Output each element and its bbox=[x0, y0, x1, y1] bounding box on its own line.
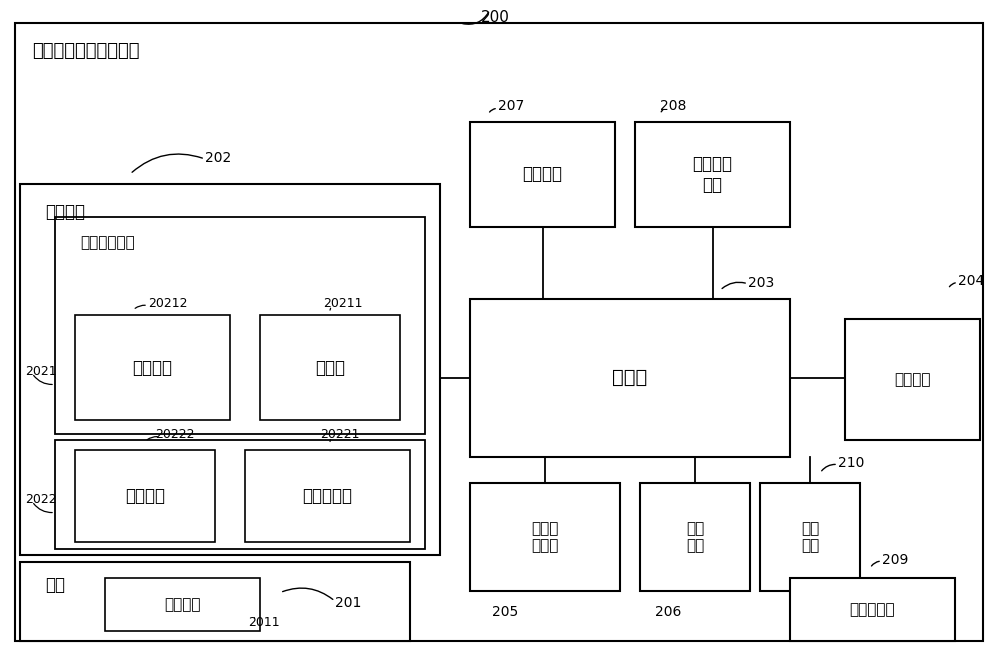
Text: 202: 202 bbox=[205, 150, 231, 165]
Text: 209: 209 bbox=[882, 553, 908, 567]
Text: 通信接口: 通信接口 bbox=[894, 372, 931, 387]
Text: 20221: 20221 bbox=[320, 428, 360, 442]
Text: 结果显示
模块: 结果显示 模块 bbox=[692, 154, 732, 194]
Bar bbox=[55, 440, 425, 549]
Text: 装置二维码: 装置二维码 bbox=[850, 602, 895, 617]
Bar bbox=[845, 319, 980, 440]
Text: 203: 203 bbox=[748, 275, 774, 290]
Bar bbox=[55, 217, 425, 434]
Text: 20222: 20222 bbox=[155, 428, 194, 442]
Text: 20212: 20212 bbox=[148, 297, 188, 310]
Text: 204: 204 bbox=[958, 274, 984, 288]
Bar bbox=[470, 299, 790, 457]
Bar bbox=[760, 483, 860, 591]
Bar bbox=[470, 483, 620, 591]
Text: 处理器: 处理器 bbox=[612, 369, 648, 387]
Bar bbox=[640, 483, 750, 591]
Text: 2011: 2011 bbox=[248, 616, 280, 629]
Text: 207: 207 bbox=[498, 99, 524, 114]
Text: 抗原抗体检测筛查装置: 抗原抗体检测筛查装置 bbox=[32, 42, 140, 60]
Text: 201: 201 bbox=[335, 596, 361, 610]
Text: 激发光源: 激发光源 bbox=[125, 487, 165, 505]
Text: 2021: 2021 bbox=[25, 365, 57, 378]
Text: 200: 200 bbox=[481, 10, 509, 25]
Text: 光电探测器: 光电探测器 bbox=[302, 487, 352, 505]
Text: 第一获取模组: 第一获取模组 bbox=[80, 236, 135, 250]
Text: 照明光源: 照明光源 bbox=[132, 359, 173, 377]
Text: 第二
开关: 第二 开关 bbox=[801, 521, 819, 553]
Bar bbox=[245, 450, 410, 542]
Text: 存储
模块: 存储 模块 bbox=[686, 521, 704, 553]
Bar bbox=[260, 315, 400, 420]
Bar bbox=[75, 450, 215, 542]
Text: 2022: 2022 bbox=[25, 493, 57, 506]
Text: 208: 208 bbox=[660, 99, 686, 114]
Bar bbox=[470, 122, 615, 227]
Text: 卡槽: 卡槽 bbox=[45, 576, 65, 594]
Text: 摄像头: 摄像头 bbox=[315, 359, 345, 377]
Text: 获取模块: 获取模块 bbox=[45, 202, 85, 221]
Text: 210: 210 bbox=[838, 456, 864, 470]
Bar bbox=[20, 562, 410, 641]
Text: 20211: 20211 bbox=[323, 297, 362, 310]
Bar bbox=[20, 184, 440, 555]
Bar bbox=[635, 122, 790, 227]
Bar bbox=[75, 315, 230, 420]
Bar bbox=[105, 578, 260, 631]
Text: 205: 205 bbox=[492, 605, 518, 620]
Text: 206: 206 bbox=[655, 605, 681, 620]
Bar bbox=[790, 578, 955, 641]
Text: 消毒模块: 消毒模块 bbox=[522, 165, 562, 183]
Text: 机械锁
紧模块: 机械锁 紧模块 bbox=[531, 521, 559, 553]
Text: 第一开关: 第一开关 bbox=[164, 597, 201, 612]
